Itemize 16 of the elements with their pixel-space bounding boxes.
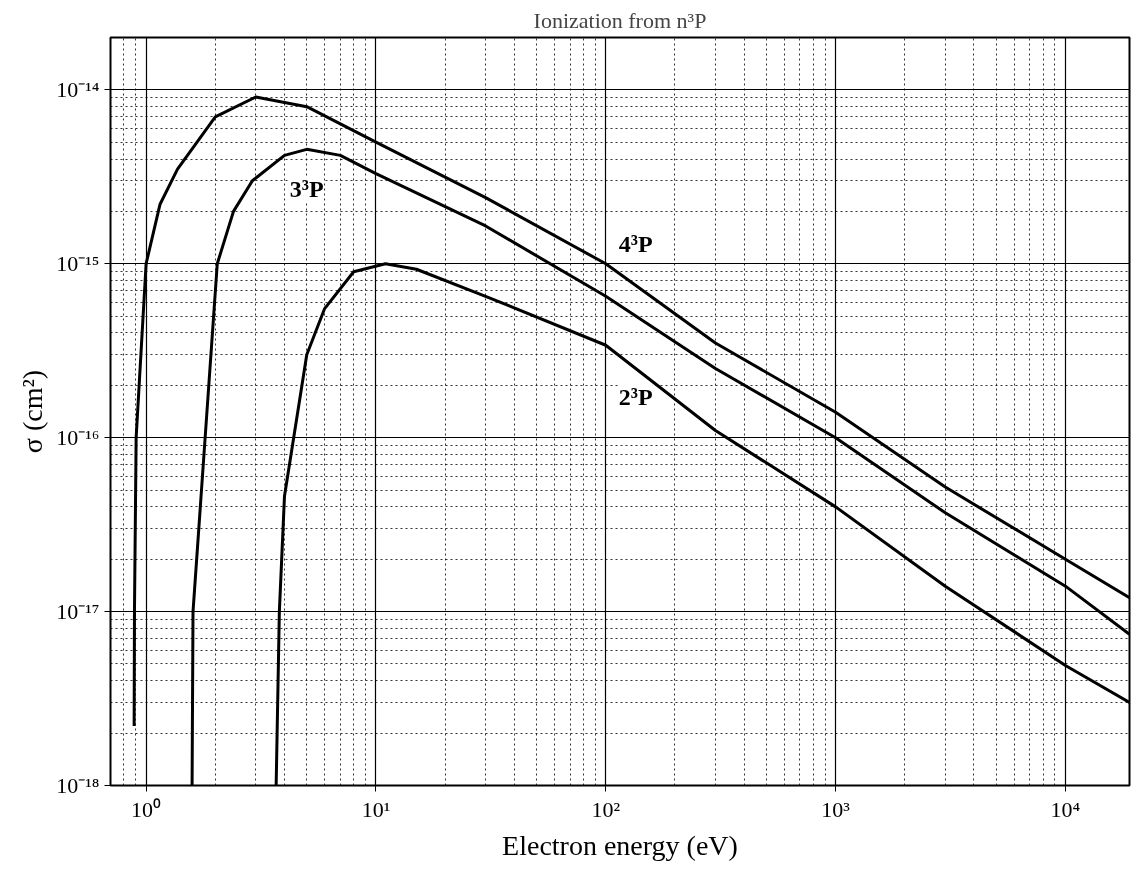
y-tick-label: 10⁻¹⁶ — [56, 425, 100, 451]
y-tick-label: 10⁻¹⁸ — [56, 773, 100, 798]
x-axis-title: Electron energy (eV) — [502, 829, 738, 861]
y-tick-label: 10⁻¹⁵ — [56, 251, 100, 277]
x-tick-label: 10⁴ — [1050, 796, 1081, 822]
x-tick-label: 10⁰ — [131, 796, 162, 822]
series-label: 4³P — [618, 230, 653, 257]
x-tick-label: 10¹ — [361, 796, 391, 822]
series-label: 3³P — [289, 176, 324, 203]
x-tick-label: 10² — [591, 796, 621, 822]
series-label: 2³P — [618, 384, 653, 411]
chart-title: Ionization from n³P — [533, 7, 707, 33]
y-tick-label: 10⁻¹⁴ — [56, 77, 100, 103]
y-tick-label: 10⁻¹⁷ — [56, 599, 100, 625]
y-axis-title: σ (cm²) — [17, 369, 49, 454]
x-tick-label: 10³ — [821, 796, 851, 822]
